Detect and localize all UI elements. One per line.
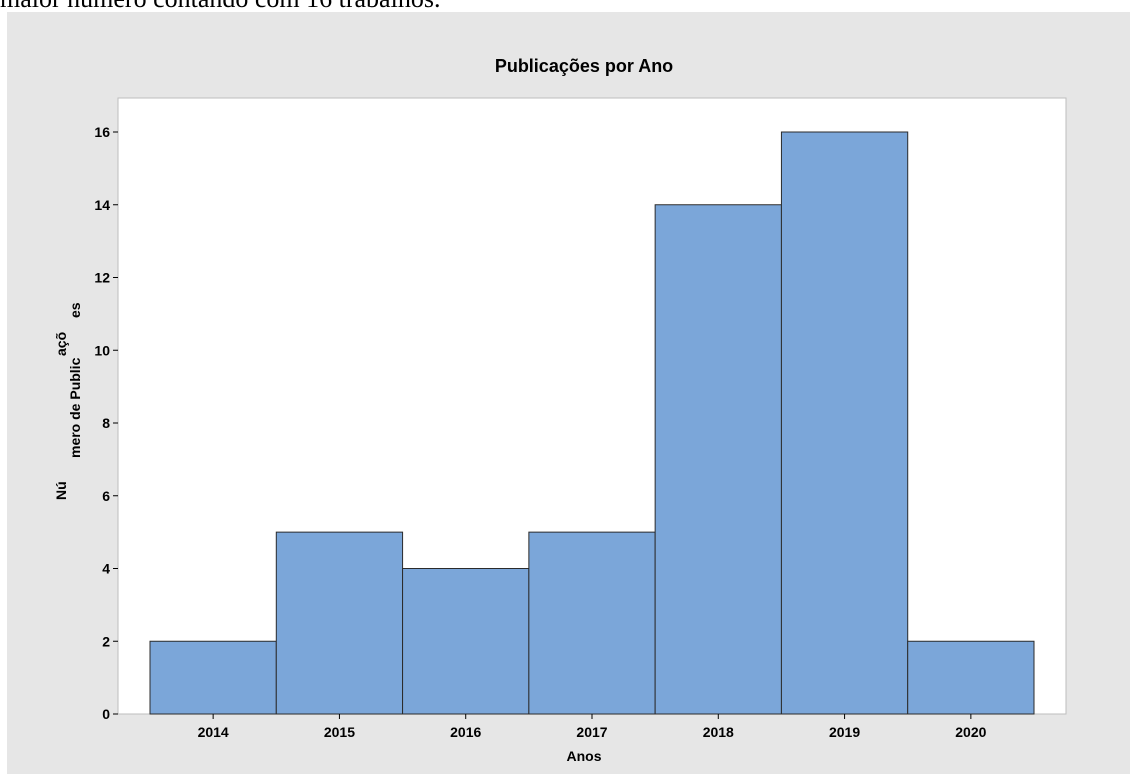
- bar-2018: [654, 204, 782, 715]
- y-tick-label: 16: [94, 124, 110, 140]
- y-tick-label: 12: [94, 270, 110, 286]
- y-tick-label: 6: [102, 488, 110, 504]
- y-tick-label: 4: [102, 561, 110, 577]
- y-tick-label: 2: [102, 633, 110, 649]
- y-axis-label-part: açõ: [53, 332, 69, 356]
- x-tick-label: 2015: [324, 724, 355, 740]
- x-tick-label: 2017: [576, 724, 607, 740]
- x-axis-label: Anos: [567, 748, 602, 764]
- y-axis-label: Nú mero de Publicaçõ es: [53, 302, 83, 500]
- x-tick-label: 2018: [703, 724, 734, 740]
- y-axis-label-part: mero de Public: [67, 357, 83, 458]
- bar-2017: [528, 531, 656, 715]
- bars-group: [149, 131, 1035, 715]
- caption-text: maior número contando com 16 trabalhos.: [0, 0, 1130, 14]
- y-axis-label-part: Nú: [53, 481, 69, 500]
- y-tick-label: 14: [94, 197, 110, 213]
- y-axis-label-part: es: [67, 302, 83, 318]
- x-tick-label: 2020: [955, 724, 986, 740]
- bar-2019: [780, 131, 909, 715]
- x-tick-label: 2016: [450, 724, 481, 740]
- y-tick-label: 10: [94, 342, 110, 358]
- bar-2015: [275, 531, 404, 715]
- bar-2014: [149, 640, 277, 715]
- bar-2020: [907, 640, 1035, 715]
- y-axis: 0 2 4 6 8 10 12 14 16: [94, 124, 118, 722]
- y-tick-label: 0: [102, 706, 110, 722]
- x-axis: 2014 2015 2016 2017 2018 2019 2020: [198, 714, 987, 740]
- x-tick-label: 2014: [198, 724, 229, 740]
- bar-2016: [402, 568, 530, 715]
- x-tick-label: 2019: [829, 724, 860, 740]
- y-tick-label: 8: [102, 415, 110, 431]
- chart-title: Publicações por Ano: [495, 56, 673, 76]
